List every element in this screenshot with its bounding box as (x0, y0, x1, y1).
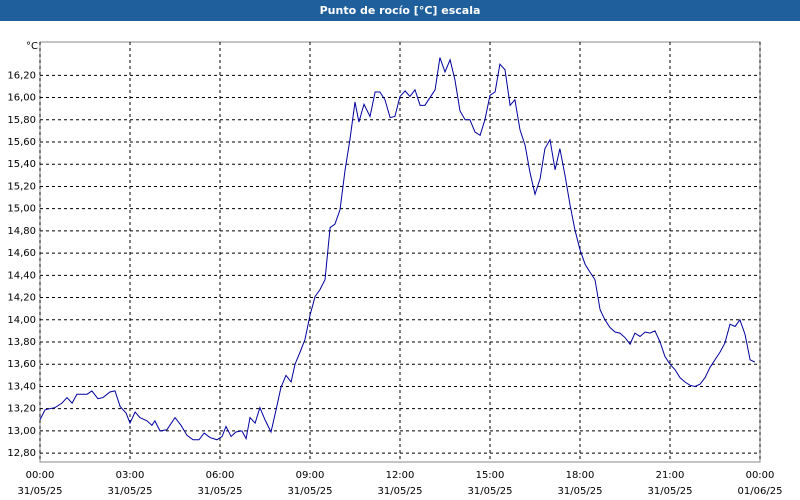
x-tick-label: 06:00 (206, 470, 235, 481)
y-tick-label: 15,00 (7, 204, 36, 215)
y-tick-label: 14,20 (7, 293, 36, 304)
y-tick-label: 12,80 (7, 448, 36, 459)
x-tick-label: 18:00 (566, 470, 595, 481)
y-tick-label: 14,60 (7, 248, 36, 259)
y-tick-label: 15,20 (7, 181, 36, 192)
y-tick-label: 13,60 (7, 359, 36, 370)
x-tick-label: 09:00 (296, 470, 325, 481)
data-line (39, 57, 756, 441)
x-tick-label: 12:00 (386, 470, 415, 481)
y-tick-label: 13,80 (7, 337, 36, 348)
x-tick-date: 31/05/25 (558, 486, 603, 497)
y-tick-label: 14,00 (7, 315, 36, 326)
x-tick-label: 00:00 (26, 470, 55, 481)
y-tick-label: 15,60 (7, 137, 36, 148)
y-tick-label: 14,40 (7, 270, 36, 281)
x-tick-label: 00:00 (746, 470, 775, 481)
y-tick-label: 14,80 (7, 226, 36, 237)
y-tick-label: 16,00 (7, 93, 36, 104)
x-tick-date: 31/05/25 (288, 486, 333, 497)
y-tick-label: 13,40 (7, 381, 36, 392)
x-tick-date: 31/05/25 (108, 486, 153, 497)
x-tick-date: 31/05/25 (468, 486, 513, 497)
y-tick-label: 13,20 (7, 404, 36, 415)
title-bar (0, 0, 800, 21)
x-tick-date: 31/05/25 (18, 486, 63, 497)
x-tick-label: 15:00 (476, 470, 505, 481)
y-tick-label: 15,80 (7, 115, 36, 126)
x-tick-date: 31/05/25 (198, 486, 243, 497)
y-tick-label: 13,00 (7, 426, 36, 437)
y-tick-label: 15,40 (7, 159, 36, 170)
y-tick-label: 16,20 (7, 70, 36, 81)
chart-title: Punto de rocío [°C] escala (320, 4, 481, 17)
x-tick-label: 03:00 (116, 470, 145, 481)
x-tick-date: 31/05/25 (378, 486, 423, 497)
x-tick-label: 21:00 (656, 470, 685, 481)
y-axis-label: °C (26, 41, 38, 52)
x-tick-date: 31/05/25 (648, 486, 693, 497)
x-tick-date: 01/06/25 (738, 486, 783, 497)
